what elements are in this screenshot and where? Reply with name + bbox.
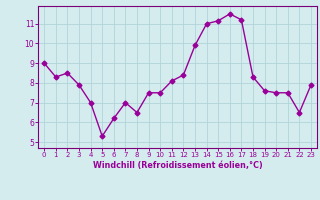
X-axis label: Windchill (Refroidissement éolien,°C): Windchill (Refroidissement éolien,°C) — [93, 161, 262, 170]
